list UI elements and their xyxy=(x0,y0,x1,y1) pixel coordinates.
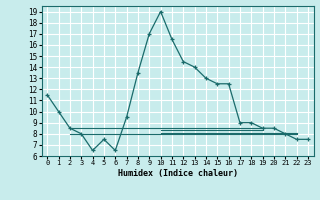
X-axis label: Humidex (Indice chaleur): Humidex (Indice chaleur) xyxy=(118,169,237,178)
